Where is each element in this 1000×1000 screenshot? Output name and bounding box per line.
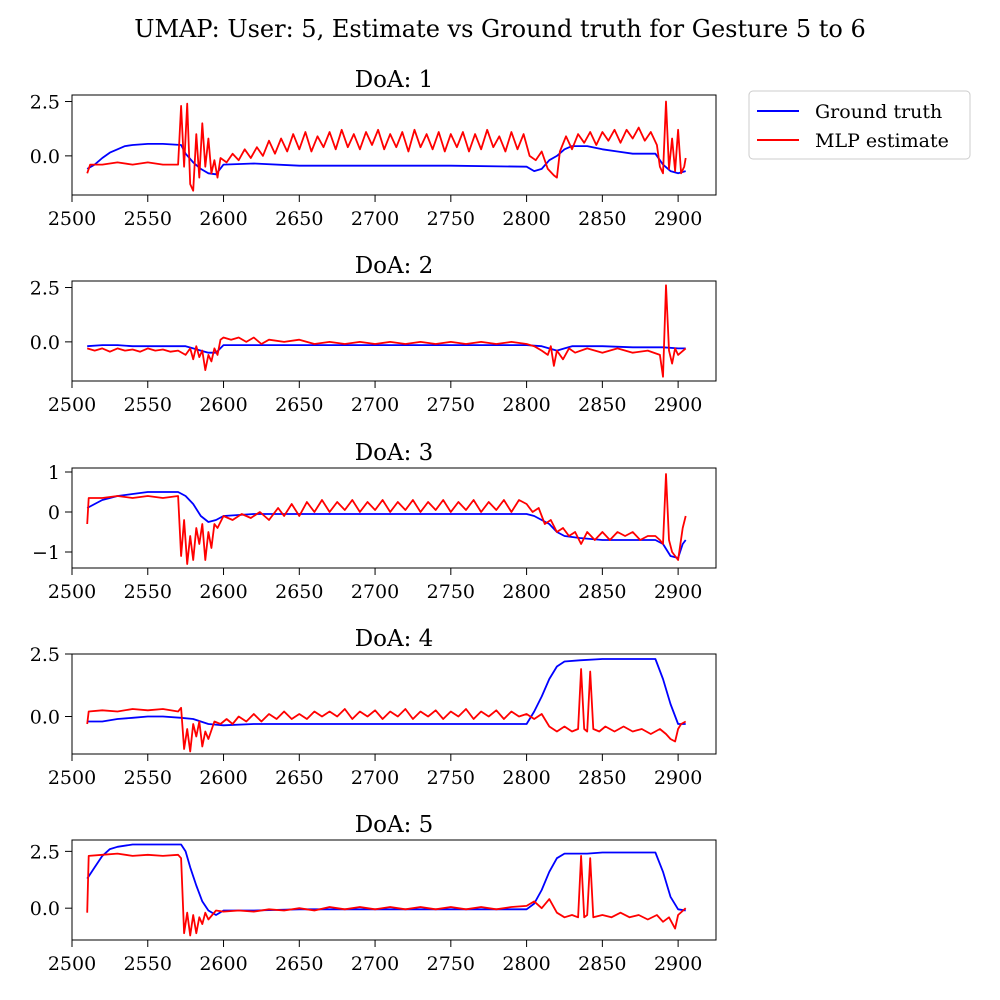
subplot-4: DoA: 4 2500 2550 2600 2650 2700 2750 2800 2850 29… (30, 626, 717, 789)
x-tick-label: 2750 (427, 581, 475, 603)
legend-label-mlp-estimate: MLP estimate (815, 130, 949, 152)
x-tick-label: 2500 (48, 953, 96, 975)
series-line-mlp-estimate (86, 852, 687, 937)
x-tick-label: 2700 (351, 394, 399, 416)
x-tick-label: 2850 (578, 394, 626, 416)
axes-frame (71, 839, 717, 941)
x-tick-label: 2500 (48, 394, 96, 416)
x-tick-label: 2500 (48, 767, 96, 789)
x-tick-label: 2800 (502, 208, 550, 230)
y-tick-label: 0.0 (30, 898, 60, 920)
series-line-mlp-estimate (86, 284, 687, 378)
y-tick-label: 1 (48, 462, 60, 484)
subplot-3: DoA: 3 2500 2550 2600 2650 2700 2750 2800 2850 29… (32, 440, 717, 603)
subplot-title: DoA: 4 (355, 626, 434, 652)
x-tick-label: 2550 (124, 394, 172, 416)
x-tick-label: 2800 (502, 953, 550, 975)
x-tick-label: 2600 (199, 394, 247, 416)
x-tick-label: 2700 (351, 767, 399, 789)
x-tick-label: 2900 (654, 767, 702, 789)
x-tick-label: 2850 (578, 953, 626, 975)
legend: Ground truth MLP estimate (748, 90, 971, 160)
x-tick-label: 2900 (654, 394, 702, 416)
y-tick-label: 2.5 (30, 278, 60, 300)
x-tick-label: 2600 (199, 581, 247, 603)
x-tick-label: 2850 (578, 767, 626, 789)
y-tick-label: 0.0 (30, 332, 60, 354)
x-tick-label: 2750 (427, 208, 475, 230)
x-tick-label: 2900 (654, 208, 702, 230)
y-tick-label: 2.5 (30, 841, 60, 863)
x-tick-label: 2900 (654, 581, 702, 603)
x-tick-label: 2850 (578, 208, 626, 230)
x-tick-label: 2650 (275, 767, 323, 789)
x-tick-label: 2600 (199, 767, 247, 789)
axes-frame (71, 280, 717, 382)
x-tick-label: 2800 (502, 581, 550, 603)
x-tick-label: 2800 (502, 394, 550, 416)
axes-frame (71, 653, 717, 755)
series-line-mlp-estimate (86, 100, 687, 192)
x-tick-label: 2500 (48, 581, 96, 603)
x-tick-label: 2550 (124, 953, 172, 975)
subplot-title: DoA: 3 (355, 440, 434, 466)
x-tick-label: 2750 (427, 953, 475, 975)
x-tick-label: 2650 (275, 208, 323, 230)
legend-frame (748, 90, 971, 160)
series-line-ground-truth (86, 143, 686, 176)
x-tick-label: 2650 (275, 394, 323, 416)
subplot-5: DoA: 5 2500 2550 2600 2650 2700 2750 2800 2850 29… (30, 812, 717, 975)
x-tick-label: 2550 (124, 581, 172, 603)
axes-frame (71, 467, 717, 569)
subplot-2: DoA: 2 2500 2550 2600 2650 2700 2750 2800 2850 29… (30, 253, 717, 416)
x-tick-label: 2750 (427, 394, 475, 416)
x-tick-label: 2900 (654, 953, 702, 975)
y-tick-label: 2.5 (30, 92, 60, 114)
figure-title: UMAP: User: 5, Estimate vs Ground truth … (134, 15, 866, 43)
subplot-title: DoA: 1 (355, 67, 434, 93)
x-tick-label: 2700 (351, 953, 399, 975)
axes-frame (71, 94, 717, 196)
x-tick-label: 2550 (124, 767, 172, 789)
y-tick-label: −1 (32, 542, 60, 564)
y-tick-label: 0.0 (30, 146, 60, 168)
subplot-title: DoA: 2 (355, 253, 434, 279)
y-tick-label: 0 (48, 502, 60, 524)
series-line-ground-truth (86, 491, 687, 559)
x-tick-label: 2750 (427, 767, 475, 789)
x-tick-label: 2600 (199, 953, 247, 975)
x-tick-label: 2650 (275, 581, 323, 603)
y-tick-label: 0.0 (30, 707, 60, 729)
series-line-ground-truth (87, 658, 686, 727)
x-tick-label: 2800 (502, 767, 550, 789)
x-tick-label: 2850 (578, 581, 626, 603)
y-tick-label: 2.5 (30, 644, 60, 666)
series-line-mlp-estimate (86, 473, 687, 565)
x-tick-label: 2700 (351, 581, 399, 603)
subplots: DoA: 1 2500 2550 2600 2650 2700 2750 2800 2850 29… (30, 67, 717, 975)
x-tick-label: 2700 (351, 208, 399, 230)
subplot-title: DoA: 5 (355, 812, 434, 838)
x-tick-label: 2500 (48, 208, 96, 230)
series-line-ground-truth (87, 344, 686, 354)
series-line-mlp-estimate (86, 668, 687, 753)
x-tick-label: 2600 (199, 208, 247, 230)
legend-label-ground-truth: Ground truth (815, 101, 942, 123)
x-tick-label: 2650 (275, 953, 323, 975)
x-tick-label: 2550 (124, 208, 172, 230)
subplot-1: DoA: 1 2500 2550 2600 2650 2700 2750 2800 2850 29… (30, 67, 717, 230)
